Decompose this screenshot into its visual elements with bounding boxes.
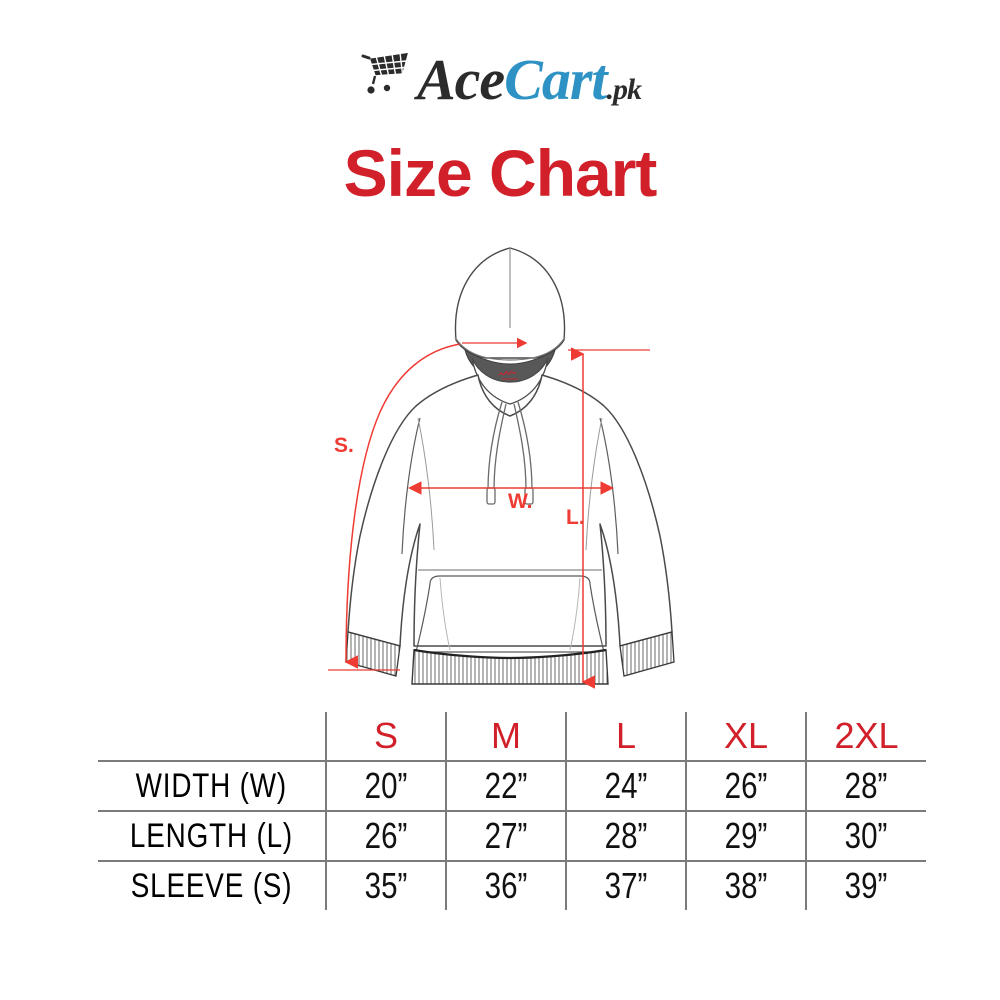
cell-length-s-text: 26” xyxy=(364,815,408,856)
cell-sleeve-2xl-text: 39” xyxy=(845,865,888,906)
column-header-l: L xyxy=(565,712,686,762)
brand-wordmark: AceCart.pk xyxy=(417,51,642,109)
cell-width-2xl: 28” xyxy=(805,761,926,812)
row-label-length: LENGTH (L) xyxy=(98,811,326,862)
cell-sleeve-xl: 38” xyxy=(685,861,806,910)
size-chart-table: S M L XL 2XL WIDTH (W) 20” 22” 24” 26” 2… xyxy=(98,712,926,910)
cell-sleeve-m: 36” xyxy=(445,861,566,910)
cell-sleeve-2xl: 39” xyxy=(805,861,926,910)
cell-length-xl-text: 29” xyxy=(724,815,768,856)
sleeve-cuffs xyxy=(345,631,675,677)
measurement-lines xyxy=(328,337,650,689)
cell-sleeve-s-text: 35” xyxy=(364,865,408,906)
cell-sleeve-s: 35” xyxy=(325,861,446,910)
column-header-2xl: 2XL xyxy=(805,712,926,762)
cell-length-2xl: 30” xyxy=(805,811,926,862)
cell-width-xl-text: 26” xyxy=(724,765,768,806)
column-header-m: M xyxy=(445,712,566,762)
cell-width-xl: 26” xyxy=(685,761,806,812)
cell-width-m: 22” xyxy=(445,761,566,812)
page-title: Size Chart xyxy=(343,136,658,210)
bottom-hem-rib xyxy=(411,648,609,685)
length-label: L. xyxy=(566,506,585,529)
row-label-length-text: LENGTH (L) xyxy=(129,816,294,855)
script-signature-mark xyxy=(498,371,518,380)
cell-width-s-text: 20” xyxy=(364,765,408,806)
brand-name-ace: Ace xyxy=(416,47,505,112)
table-row-length: LENGTH (L) 26” 27” 28” 29” 30” xyxy=(98,811,926,862)
cell-length-2xl-text: 30” xyxy=(845,815,888,856)
shopping-cart-icon xyxy=(359,46,415,98)
brand-name-cart: Cart xyxy=(504,47,607,112)
table-header-row: S M L XL 2XL xyxy=(98,712,926,762)
cell-width-l: 24” xyxy=(565,761,686,812)
cell-sleeve-l-text: 37” xyxy=(604,865,648,906)
cell-length-xl: 29” xyxy=(685,811,806,862)
hoodie-technical-drawing: S. W. L. xyxy=(250,232,770,712)
sleeve-measure-line xyxy=(344,343,461,669)
brand-tld: .pk xyxy=(606,73,642,106)
cell-width-s: 20” xyxy=(325,761,446,812)
cell-width-2xl-text: 28” xyxy=(845,765,888,806)
sleeve-label: S. xyxy=(334,434,354,457)
cell-length-l-text: 28” xyxy=(604,815,648,856)
drawstrings xyxy=(486,401,534,505)
table-corner-cell xyxy=(98,712,326,762)
column-header-xl: XL xyxy=(685,712,806,762)
row-label-sleeve: SLEEVE (S) xyxy=(98,861,326,910)
cell-length-m-text: 27” xyxy=(484,815,528,856)
cell-width-m-text: 22” xyxy=(484,765,528,806)
brand-logo: AceCart.pk xyxy=(0,44,1000,116)
cell-length-l: 28” xyxy=(565,811,686,862)
cell-sleeve-m-text: 36” xyxy=(484,865,528,906)
row-label-sleeve-text: SLEEVE (S) xyxy=(130,866,293,905)
cell-length-m: 27” xyxy=(445,811,566,862)
table-row-sleeve: SLEEVE (S) 35” 36” 37” 38” 39” xyxy=(98,861,926,910)
width-label: W. xyxy=(508,490,533,513)
table-row-width: WIDTH (W) 20” 22” 24” 26” 28” xyxy=(98,761,926,812)
hoodie-body-outline xyxy=(454,247,566,361)
cell-sleeve-l: 37” xyxy=(565,861,686,910)
cell-sleeve-xl-text: 38” xyxy=(724,865,768,906)
column-header-s: S xyxy=(325,712,446,762)
row-label-width-text: WIDTH (W) xyxy=(135,766,288,805)
cell-length-s: 26” xyxy=(325,811,446,862)
cell-width-l-text: 24” xyxy=(604,765,648,806)
row-label-width: WIDTH (W) xyxy=(98,761,326,812)
